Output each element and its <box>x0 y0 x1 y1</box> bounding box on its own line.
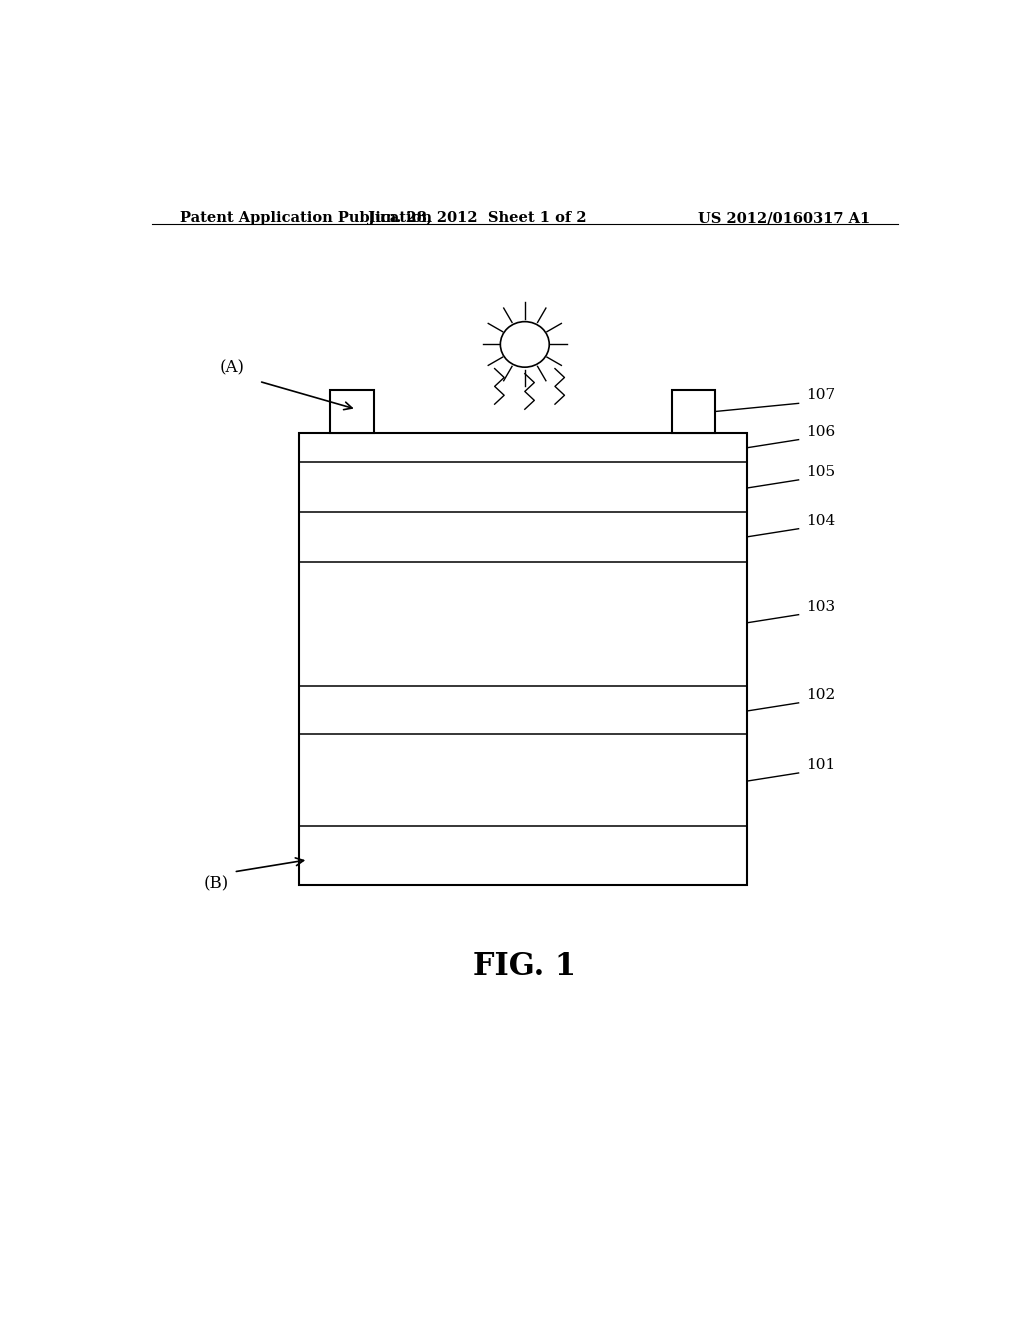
Text: (A): (A) <box>219 359 245 376</box>
Bar <box>331 391 374 433</box>
Text: 101: 101 <box>807 758 836 772</box>
Text: 106: 106 <box>807 425 836 438</box>
Bar <box>672 391 715 433</box>
Text: 107: 107 <box>807 388 836 403</box>
Text: 103: 103 <box>807 599 836 614</box>
Text: (B): (B) <box>204 875 228 892</box>
Bar <box>299 433 748 886</box>
Ellipse shape <box>501 322 549 367</box>
Text: 102: 102 <box>807 688 836 702</box>
Text: 104: 104 <box>807 513 836 528</box>
Text: US 2012/0160317 A1: US 2012/0160317 A1 <box>697 211 870 226</box>
Text: FIG. 1: FIG. 1 <box>473 950 577 982</box>
Text: Patent Application Publication: Patent Application Publication <box>179 211 431 226</box>
Text: Jun. 28, 2012  Sheet 1 of 2: Jun. 28, 2012 Sheet 1 of 2 <box>368 211 587 226</box>
Text: 105: 105 <box>807 465 836 479</box>
